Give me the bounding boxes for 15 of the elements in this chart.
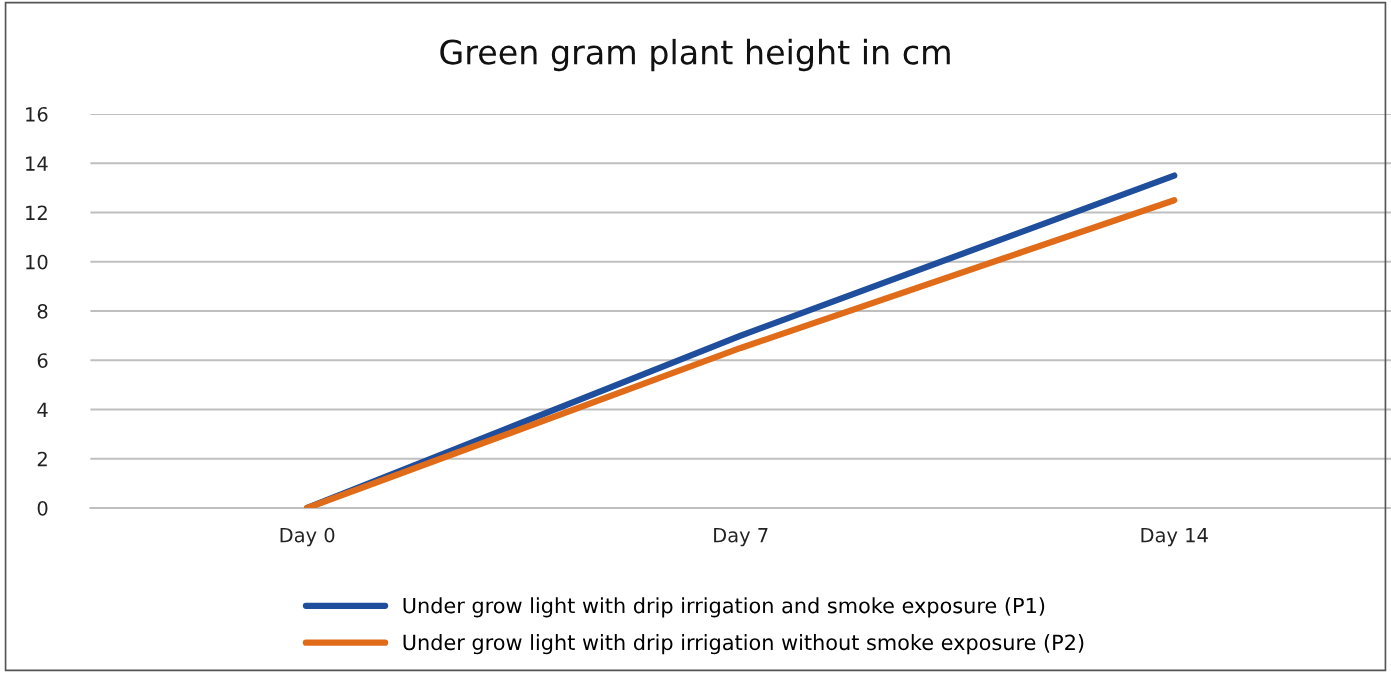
y-tick-label: 8: [37, 303, 48, 319]
chart-title: Green gram plant height in cm: [440, 38, 950, 72]
y-tick-label: 12: [26, 205, 47, 220]
y-tick-label: 14: [26, 156, 48, 171]
y-tick-label: 16: [26, 106, 48, 122]
legend-label: Under grow light with drip irrigation without smoke exposure (P2): [403, 634, 1084, 655]
y-tick-label: 10: [26, 254, 48, 270]
x-tick-label: Day 7: [714, 528, 768, 547]
y-tick-label: 6: [37, 353, 48, 368]
x-tick-label: Day 14: [1141, 528, 1208, 547]
x-tick-label: Day 0: [280, 527, 335, 547]
y-tick-label: 2: [37, 451, 47, 467]
legend-label: Under grow light with drip irrigation and smoke exposure (P1): [403, 597, 1045, 618]
y-tick-label: 4: [37, 402, 48, 417]
y-tick-label: 0: [37, 500, 48, 516]
